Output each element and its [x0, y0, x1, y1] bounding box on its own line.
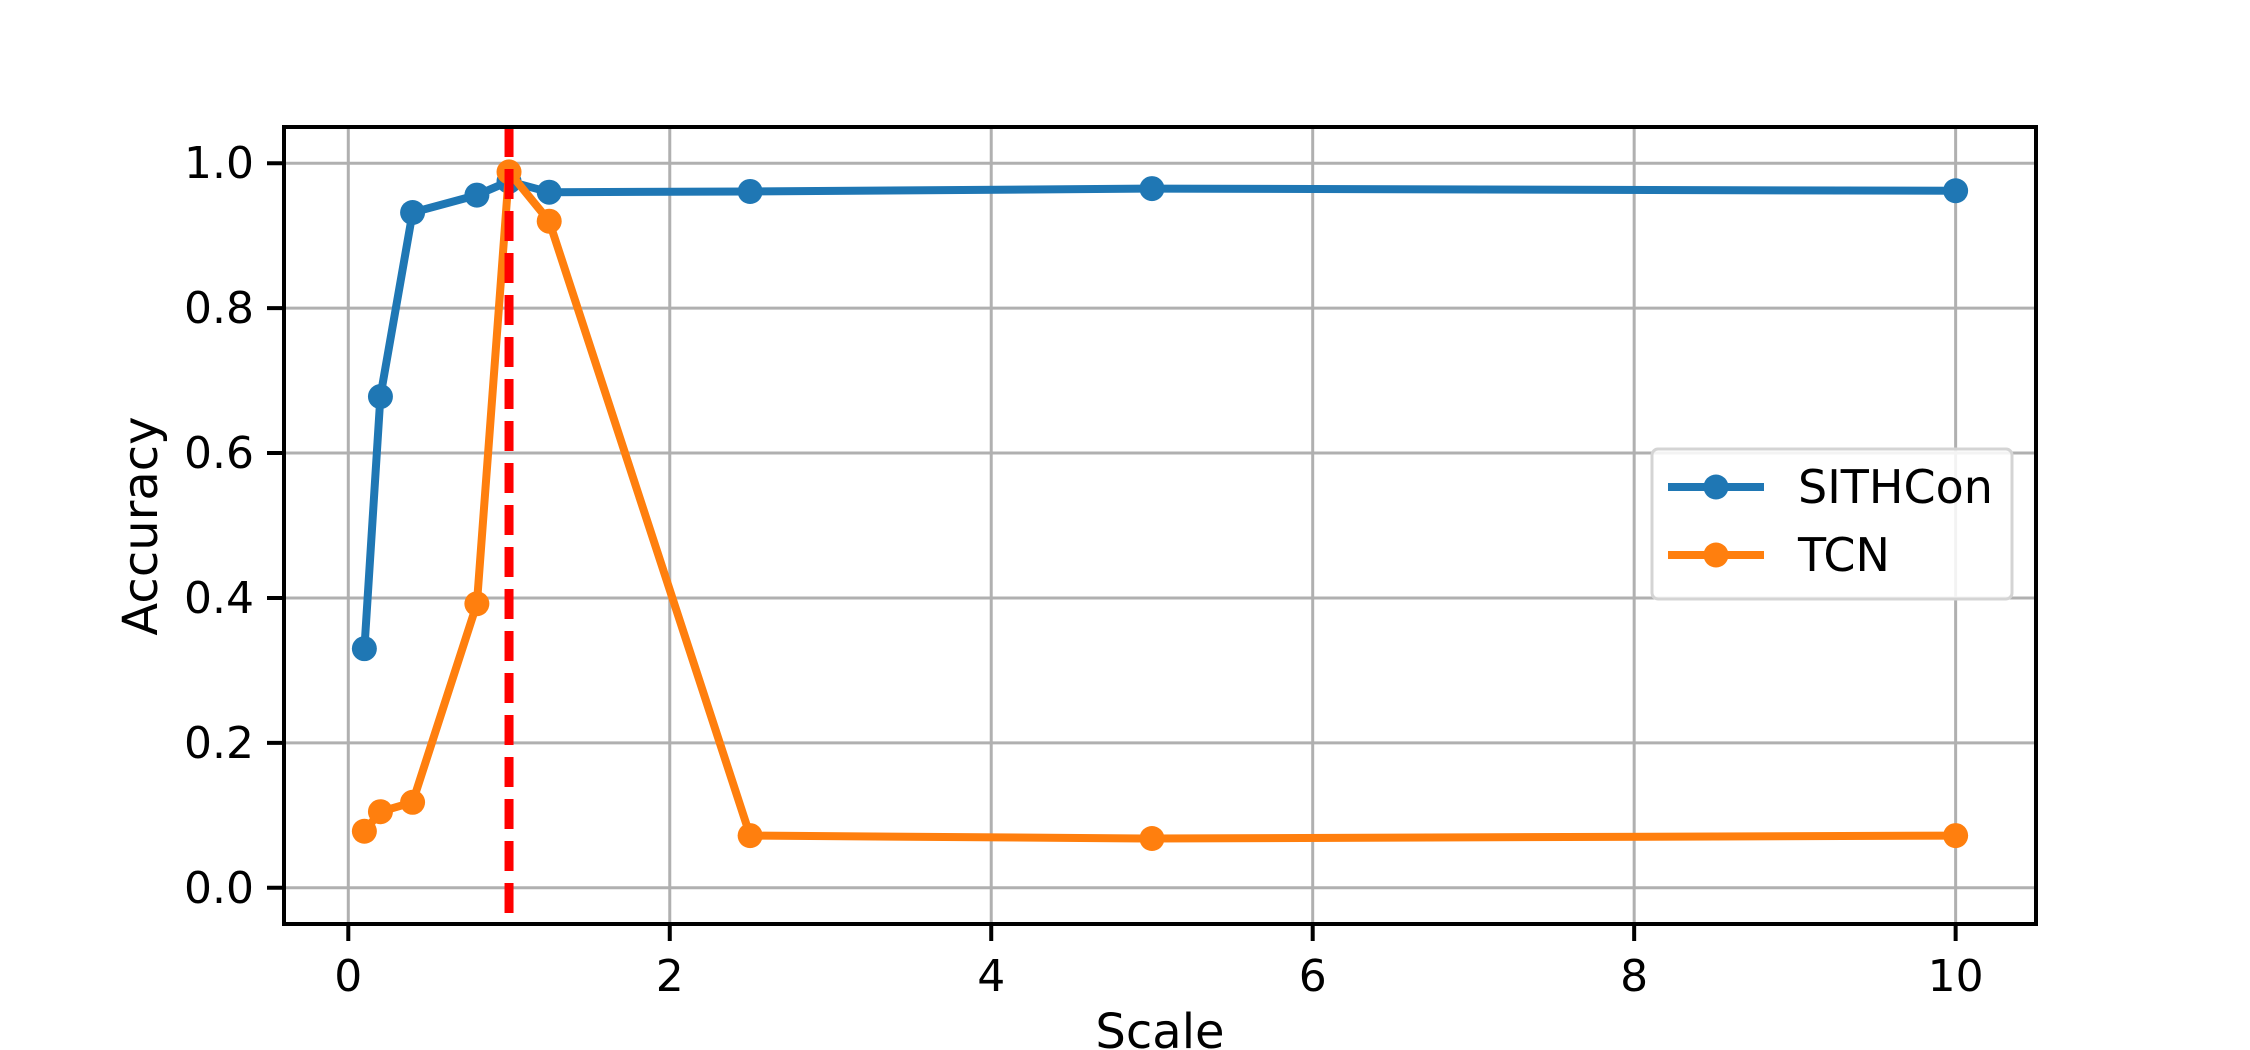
sithcon-point: [1139, 176, 1165, 202]
tcn-point: [737, 823, 763, 849]
tcn-point: [1139, 826, 1165, 852]
tcn-point: [536, 208, 562, 234]
tcn-point: [400, 789, 426, 815]
tcn-point: [1943, 823, 1969, 849]
x-tick-label: 2: [656, 951, 684, 1002]
axis-ticks: 0 2 4 6 8 10 0.0 0.2 0.4 0.6 0.8 1.0: [184, 138, 1984, 1002]
x-tick-label: 8: [1620, 951, 1648, 1002]
sithcon-point: [367, 384, 393, 410]
y-tick-label: 0.4: [184, 573, 254, 624]
plot-area: [351, 127, 1969, 924]
legend-marker-tcn: [1703, 542, 1729, 568]
tcn-point: [464, 591, 490, 617]
y-tick-label: 1.0: [184, 138, 254, 189]
x-tick-label: 4: [977, 951, 1005, 1002]
sithcon-point: [536, 179, 562, 205]
y-axis-title: Accuracy: [113, 416, 169, 635]
y-tick-label: 0.6: [184, 428, 254, 479]
sithcon-point: [737, 178, 763, 204]
y-tick-label: 0.0: [184, 863, 254, 914]
legend-marker-sithcon: [1703, 474, 1729, 500]
legend: SITHCon TCN: [1650, 447, 2014, 601]
sithcon-point: [400, 199, 426, 225]
y-tick-label: 0.2: [184, 718, 254, 769]
x-tick-label: 6: [1299, 951, 1327, 1002]
tcn-point: [367, 799, 393, 825]
sithcon-point: [1943, 178, 1969, 204]
x-tick-label: 0: [334, 951, 362, 1002]
legend-label-tcn: TCN: [1797, 528, 1890, 582]
sithcon-point: [464, 182, 490, 208]
sithcon-point: [351, 636, 377, 662]
axes-frame: [282, 125, 2038, 926]
x-tick-label: 10: [1928, 951, 1984, 1002]
y-tick-label: 0.8: [184, 283, 254, 334]
legend-label-sithcon: SITHCon: [1798, 460, 1993, 514]
x-axis-title: Scale: [1095, 1004, 1224, 1050]
tcn-point: [351, 818, 377, 844]
